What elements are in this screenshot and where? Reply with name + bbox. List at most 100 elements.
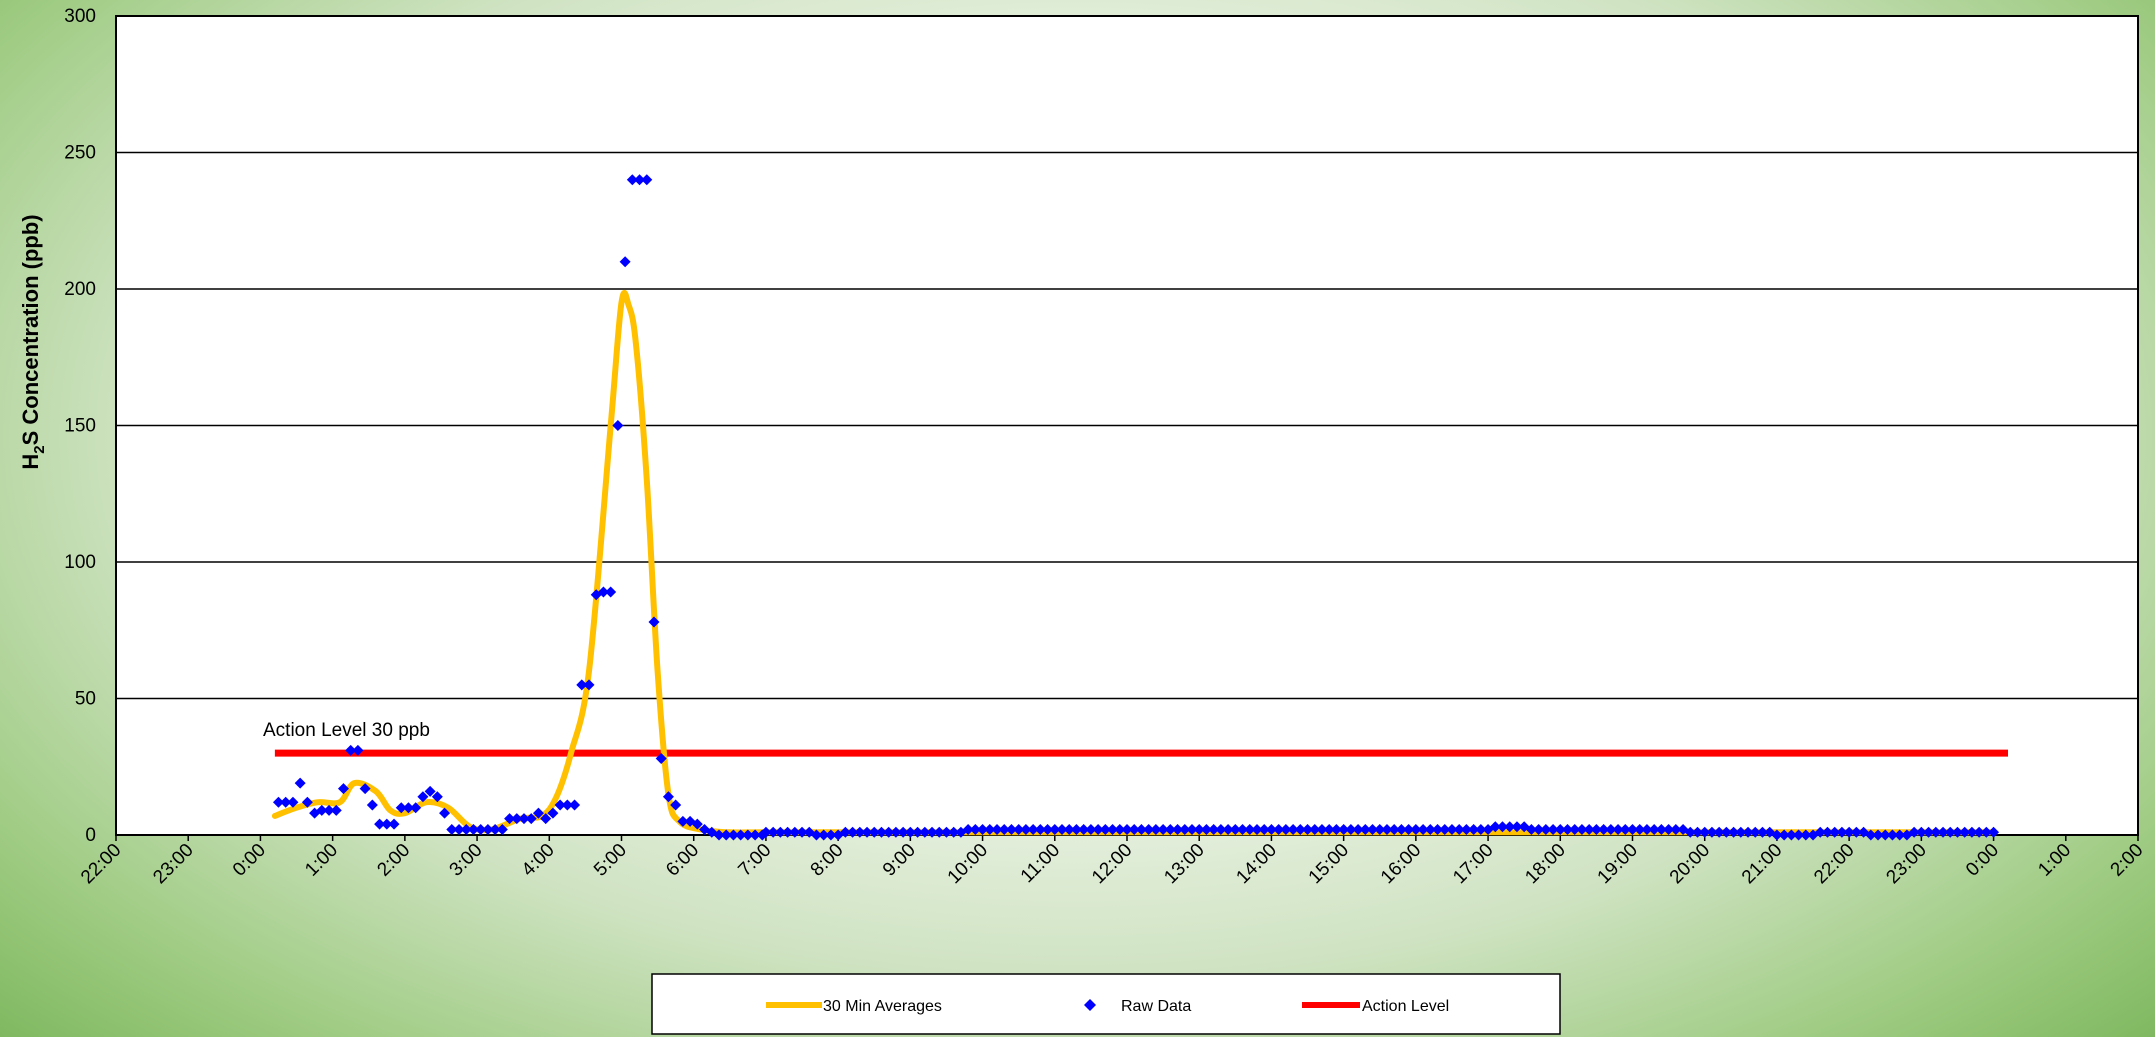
- x-tick-label: 4:00: [518, 840, 559, 881]
- raw-data-point: [1800, 829, 1812, 841]
- x-tick-label: 2:00: [2107, 840, 2148, 881]
- raw-data-point: [1280, 824, 1292, 836]
- raw-data-point: [634, 174, 646, 186]
- raw-data-point: [648, 616, 660, 628]
- raw-data-point: [1403, 824, 1415, 836]
- raw-data-point: [1005, 824, 1017, 836]
- raw-data-point: [1157, 824, 1169, 836]
- x-tick-label: 23:00: [1882, 840, 1930, 888]
- raw-data-point: [1128, 824, 1140, 836]
- raw-data-point: [1540, 824, 1552, 836]
- x-tick-label: 17:00: [1449, 840, 1497, 888]
- raw-data-point: [825, 829, 837, 841]
- raw-data-point: [1150, 824, 1162, 836]
- raw-data-point: [677, 815, 689, 827]
- raw-data-point: [984, 824, 996, 836]
- raw-data-point: [1172, 824, 1184, 836]
- raw-data-point: [1756, 826, 1768, 838]
- raw-data-point: [1562, 824, 1574, 836]
- x-tick-label: 13:00: [1160, 840, 1208, 888]
- raw-data-point: [1908, 826, 1920, 838]
- raw-data-point: [1287, 824, 1299, 836]
- raw-data-point: [1497, 821, 1509, 833]
- x-tick-label: 9:00: [879, 840, 920, 881]
- raw-data-point: [1793, 829, 1805, 841]
- y-axis-label-subscript: 2: [31, 445, 48, 453]
- raw-data-point: [1345, 824, 1357, 836]
- raw-data-point: [439, 807, 451, 819]
- raw-data-point: [1107, 824, 1119, 836]
- raw-data-point: [890, 826, 902, 838]
- raw-data-point: [1460, 824, 1472, 836]
- raw-data-point: [1504, 821, 1516, 833]
- raw-data-point: [1583, 824, 1595, 836]
- raw-data-point: [969, 824, 981, 836]
- y-tick-label: 250: [64, 143, 96, 164]
- raw-data-point: [767, 826, 779, 838]
- raw-data-point: [504, 813, 516, 825]
- raw-data-point: [597, 586, 609, 598]
- raw-data-point: [1114, 824, 1126, 836]
- raw-data-point: [1388, 824, 1400, 836]
- raw-data-point: [655, 753, 667, 765]
- raw-data-point: [727, 829, 739, 841]
- raw-data-point: [395, 802, 407, 814]
- raw-data-point: [1193, 824, 1205, 836]
- x-tick-label: 6:00: [662, 840, 703, 881]
- raw-data-point: [749, 829, 761, 841]
- raw-data-point: [1670, 824, 1682, 836]
- raw-data-point: [272, 796, 284, 808]
- raw-data-point: [1352, 824, 1364, 836]
- raw-data-point: [1294, 824, 1306, 836]
- raw-data-point: [1966, 826, 1978, 838]
- raw-data-point: [919, 826, 931, 838]
- raw-data-point: [1244, 824, 1256, 836]
- raw-data-point: [547, 807, 559, 819]
- raw-data-point: [1720, 826, 1732, 838]
- raw-data-point: [410, 802, 422, 814]
- y-axis-label: H2S Concentration (ppb): [18, 214, 48, 469]
- x-tick-label: 5:00: [590, 840, 631, 881]
- raw-data-point: [561, 799, 573, 811]
- raw-data-point: [670, 799, 682, 811]
- raw-data-point: [467, 824, 479, 836]
- raw-data-point: [1728, 826, 1740, 838]
- gridlines: [116, 151, 2138, 700]
- raw-data-point: [1200, 824, 1212, 836]
- raw-data-point: [1590, 824, 1602, 836]
- raw-data-point: [1988, 826, 2000, 838]
- raw-data-point: [854, 826, 866, 838]
- raw-data-point: [962, 824, 974, 836]
- raw-data-point: [374, 818, 386, 830]
- raw-data-point: [1229, 824, 1241, 836]
- raw-data-point: [1453, 824, 1465, 836]
- x-tick-label: 3:00: [446, 840, 487, 881]
- x-tick-label: 21:00: [1738, 840, 1786, 888]
- raw-data-point: [1273, 824, 1285, 836]
- y-tick-label: 100: [64, 552, 96, 573]
- raw-data-point: [453, 824, 465, 836]
- raw-data-point: [402, 802, 414, 814]
- raw-data-point: [1951, 826, 1963, 838]
- x-tick-label: 7:00: [734, 840, 775, 881]
- raw-data-point: [1359, 824, 1371, 836]
- raw-data-point: [1049, 824, 1061, 836]
- raw-data-point: [641, 174, 653, 186]
- raw-data-point: [839, 826, 851, 838]
- raw-data-point: [1511, 821, 1523, 833]
- raw-data-point: [1395, 824, 1407, 836]
- raw-data-point: [482, 824, 494, 836]
- raw-data-point: [1894, 829, 1906, 841]
- raw-data-point: [1179, 824, 1191, 836]
- raw-data-point: [691, 818, 703, 830]
- raw-data-point: [1684, 826, 1696, 838]
- raw-data-point: [897, 826, 909, 838]
- raw-data-point: [1316, 824, 1328, 836]
- raw-data-point: [540, 813, 552, 825]
- raw-data-point: [518, 813, 530, 825]
- raw-data-point: [1706, 826, 1718, 838]
- raw-data-point: [496, 824, 508, 836]
- raw-data-point: [1309, 824, 1321, 836]
- raw-data-point: [883, 826, 895, 838]
- raw-data-point: [1078, 824, 1090, 836]
